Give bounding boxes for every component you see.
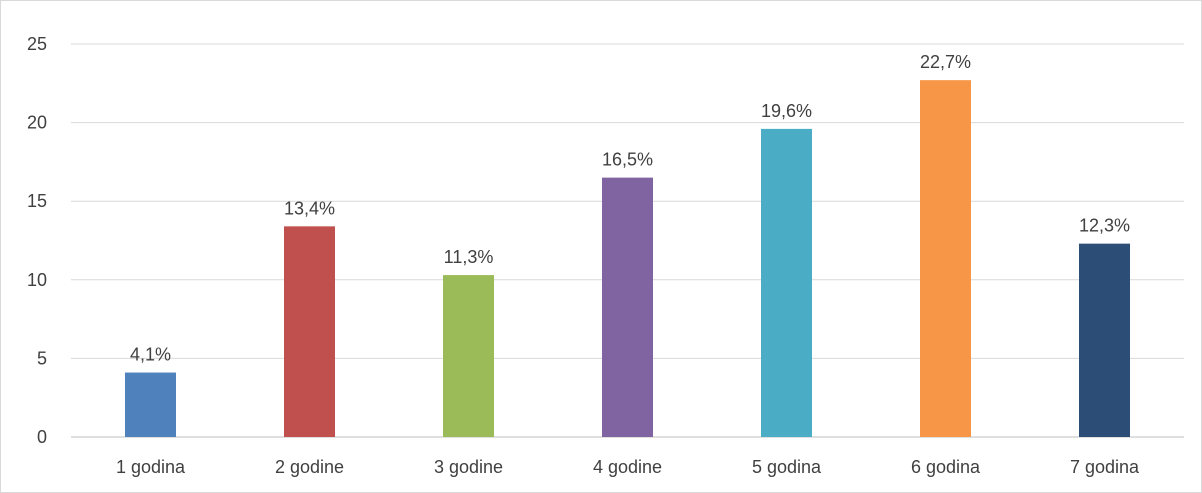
bar [602,177,653,437]
y-tick-label: 20 [27,113,47,133]
y-tick-label: 5 [37,348,47,368]
x-tick-label: 1 godina [116,457,186,477]
y-tick-label: 25 [27,34,47,54]
data-label: 16,5% [602,150,653,170]
data-label: 12,3% [1079,216,1130,236]
bar [920,80,971,437]
x-tick-label: 3 godine [434,457,503,477]
data-label: 22,7% [920,52,971,72]
y-tick-label: 0 [37,427,47,447]
x-tick-label: 2 godine [275,457,344,477]
bar [1079,243,1130,437]
x-tick-label: 5 godina [752,457,822,477]
y-tick-label: 15 [27,191,47,211]
data-label: 11,3% [444,247,494,267]
x-tick-label: 4 godine [593,457,662,477]
data-label: 13,4% [284,198,335,218]
x-tick-label: 7 godina [1070,457,1140,477]
x-tick-label: 6 godina [911,457,981,477]
bar [125,372,176,437]
bar [443,275,494,437]
data-label: 19,6% [761,101,812,121]
y-tick-label: 10 [27,270,47,290]
bar [761,128,812,437]
data-label: 4,1% [130,345,171,365]
bar [284,226,335,437]
